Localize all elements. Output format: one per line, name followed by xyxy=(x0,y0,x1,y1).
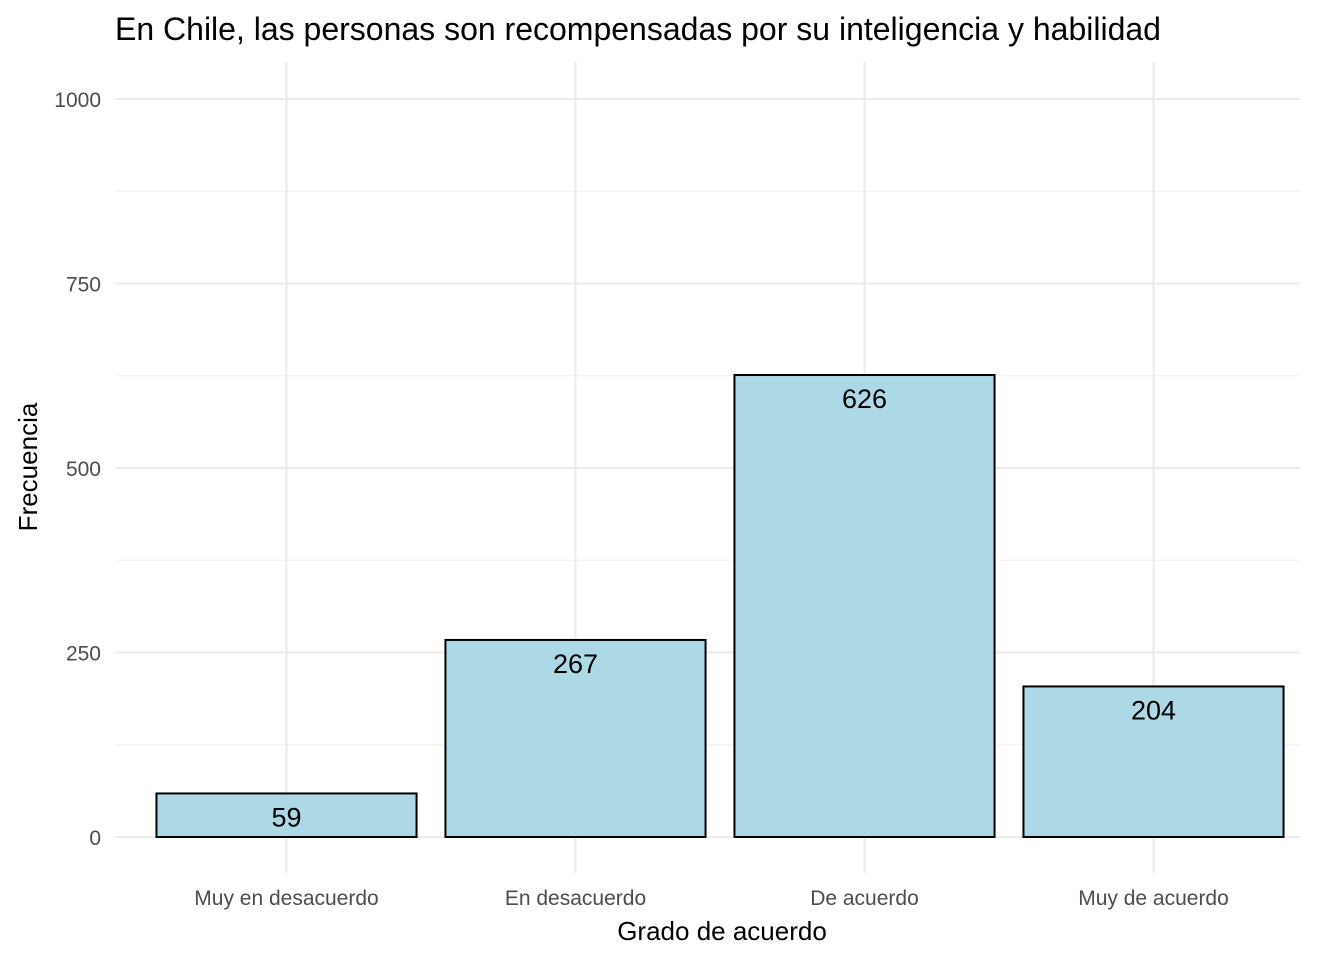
x-tick-labels: Muy en desacuerdo En desacuerdo De acuerdo… xyxy=(194,887,1229,910)
chart-title: En Chile, las personas son recompensadas… xyxy=(115,11,1161,47)
y-tick-label: 750 xyxy=(66,274,101,297)
bar-muy-de-acuerdo xyxy=(1022,685,1285,838)
y-axis-title: Frecuencia xyxy=(13,402,43,531)
x-tick-label: Muy de acuerdo xyxy=(1078,887,1229,910)
y-tick-label: 500 xyxy=(66,458,101,481)
bar-value-label: 626 xyxy=(842,384,887,414)
x-axis-title: Grado de acuerdo xyxy=(617,916,827,946)
y-tick-label: 250 xyxy=(66,643,101,666)
bar-labels-layer: 59 267 626 204 xyxy=(271,384,1176,832)
x-tick-label: Muy en desacuerdo xyxy=(194,887,378,910)
bar-value-label: 59 xyxy=(271,802,301,832)
x-tick-label: En desacuerdo xyxy=(505,887,646,910)
bar-muy-en-desacuerdo xyxy=(155,792,418,839)
bar-en-desacuerdo xyxy=(444,638,707,838)
bar-de-acuerdo xyxy=(733,374,996,838)
y-tick-labels: 0 250 500 750 1000 xyxy=(54,89,101,850)
y-tick-label: 1000 xyxy=(54,89,101,112)
bar-value-label: 204 xyxy=(1131,695,1176,725)
bars-layer xyxy=(155,374,1285,839)
bar-value-label: 267 xyxy=(553,649,598,679)
x-tick-label: De acuerdo xyxy=(810,887,919,910)
y-tick-label: 0 xyxy=(89,827,101,850)
